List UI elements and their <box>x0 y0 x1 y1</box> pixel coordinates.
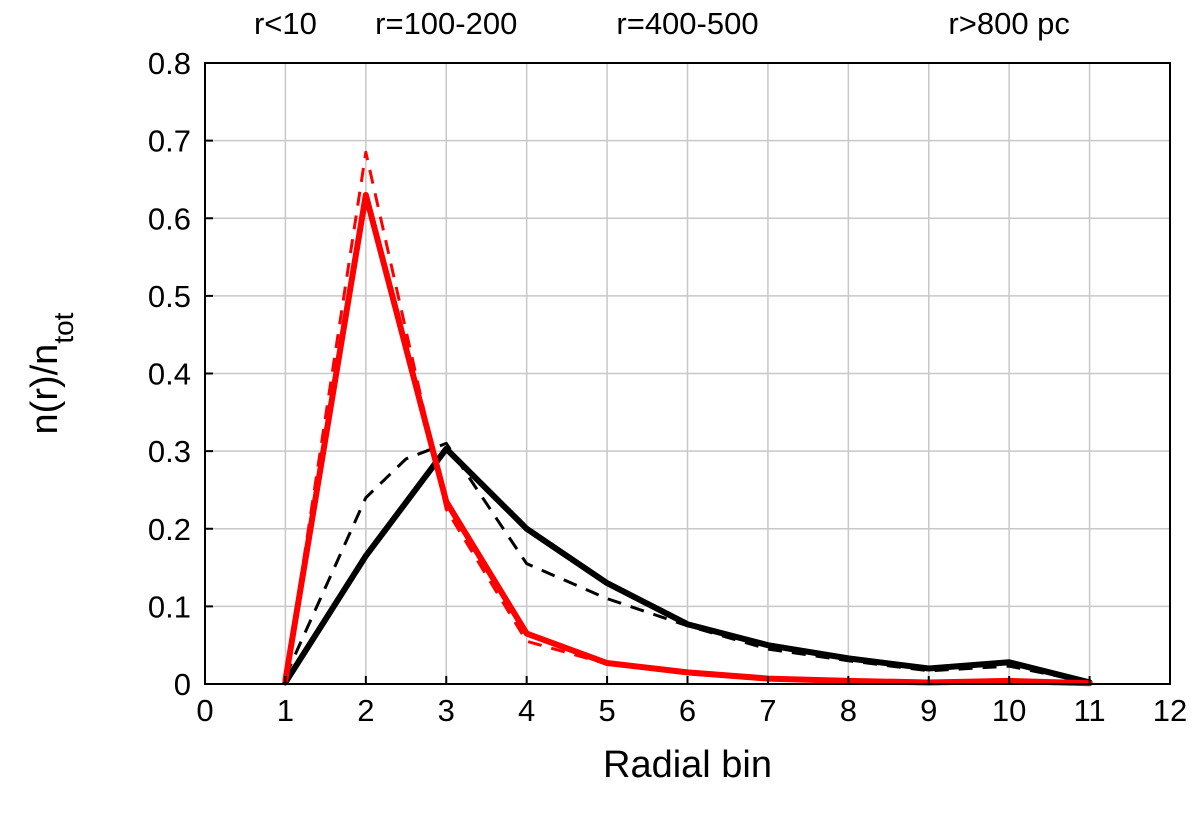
y-tick-label: 0.2 <box>148 512 191 547</box>
grid <box>205 63 1170 684</box>
x-tick-label: 9 <box>920 693 937 728</box>
black-dashed-series-line <box>284 441 1090 684</box>
y-tick-label: 0.1 <box>148 589 191 624</box>
radius-labels: r<10 r=100-200 r=400-500 r>800 pc <box>254 6 1070 41</box>
radius-label: r>800 pc <box>948 6 1070 41</box>
x-tick-label: 4 <box>518 693 535 728</box>
x-tick-label: 1 <box>277 693 294 728</box>
x-tick-label: 11 <box>1073 693 1105 728</box>
y-axis-title-subscript: tot <box>48 312 79 343</box>
y-tick-label: 0 <box>174 667 191 702</box>
y-axis-title-main: n(r)/n <box>24 344 66 435</box>
radius-label: r<10 <box>254 6 317 41</box>
series-lines <box>282 150 1093 687</box>
x-axis-title: Radial bin <box>603 744 772 786</box>
x-tick-label: 5 <box>598 693 615 728</box>
x-tick-label: 2 <box>357 693 374 728</box>
x-tick-label: 6 <box>679 693 696 728</box>
x-tick-label: 3 <box>438 693 455 728</box>
y-axis-title: n(r)/ntot <box>24 312 79 434</box>
y-tick-label: 0.5 <box>148 279 191 314</box>
y-tick-label: 0.7 <box>148 124 191 159</box>
red-dashed-series-line <box>283 150 1090 685</box>
x-tick-label: 0 <box>196 693 213 728</box>
y-tick-label: 0.8 <box>148 46 191 81</box>
y-tick-label: 0.6 <box>148 201 191 236</box>
x-tick-label: 12 <box>1153 693 1187 728</box>
radius-label: r=100-200 <box>375 6 517 41</box>
red-solid-series-line <box>282 191 1093 687</box>
x-tick-label: 10 <box>992 693 1026 728</box>
y-tick-label: 0.4 <box>148 357 191 392</box>
x-tick-label: 8 <box>840 693 857 728</box>
axis-ticks: 0 1 2 3 4 5 6 7 8 9 10 11 1200.10.20.30.40.50.60.70.… <box>148 46 1187 728</box>
x-tick-label: 7 <box>759 693 776 728</box>
y-tick-label: 0.3 <box>148 434 191 469</box>
radius-label: r=400-500 <box>616 6 758 41</box>
